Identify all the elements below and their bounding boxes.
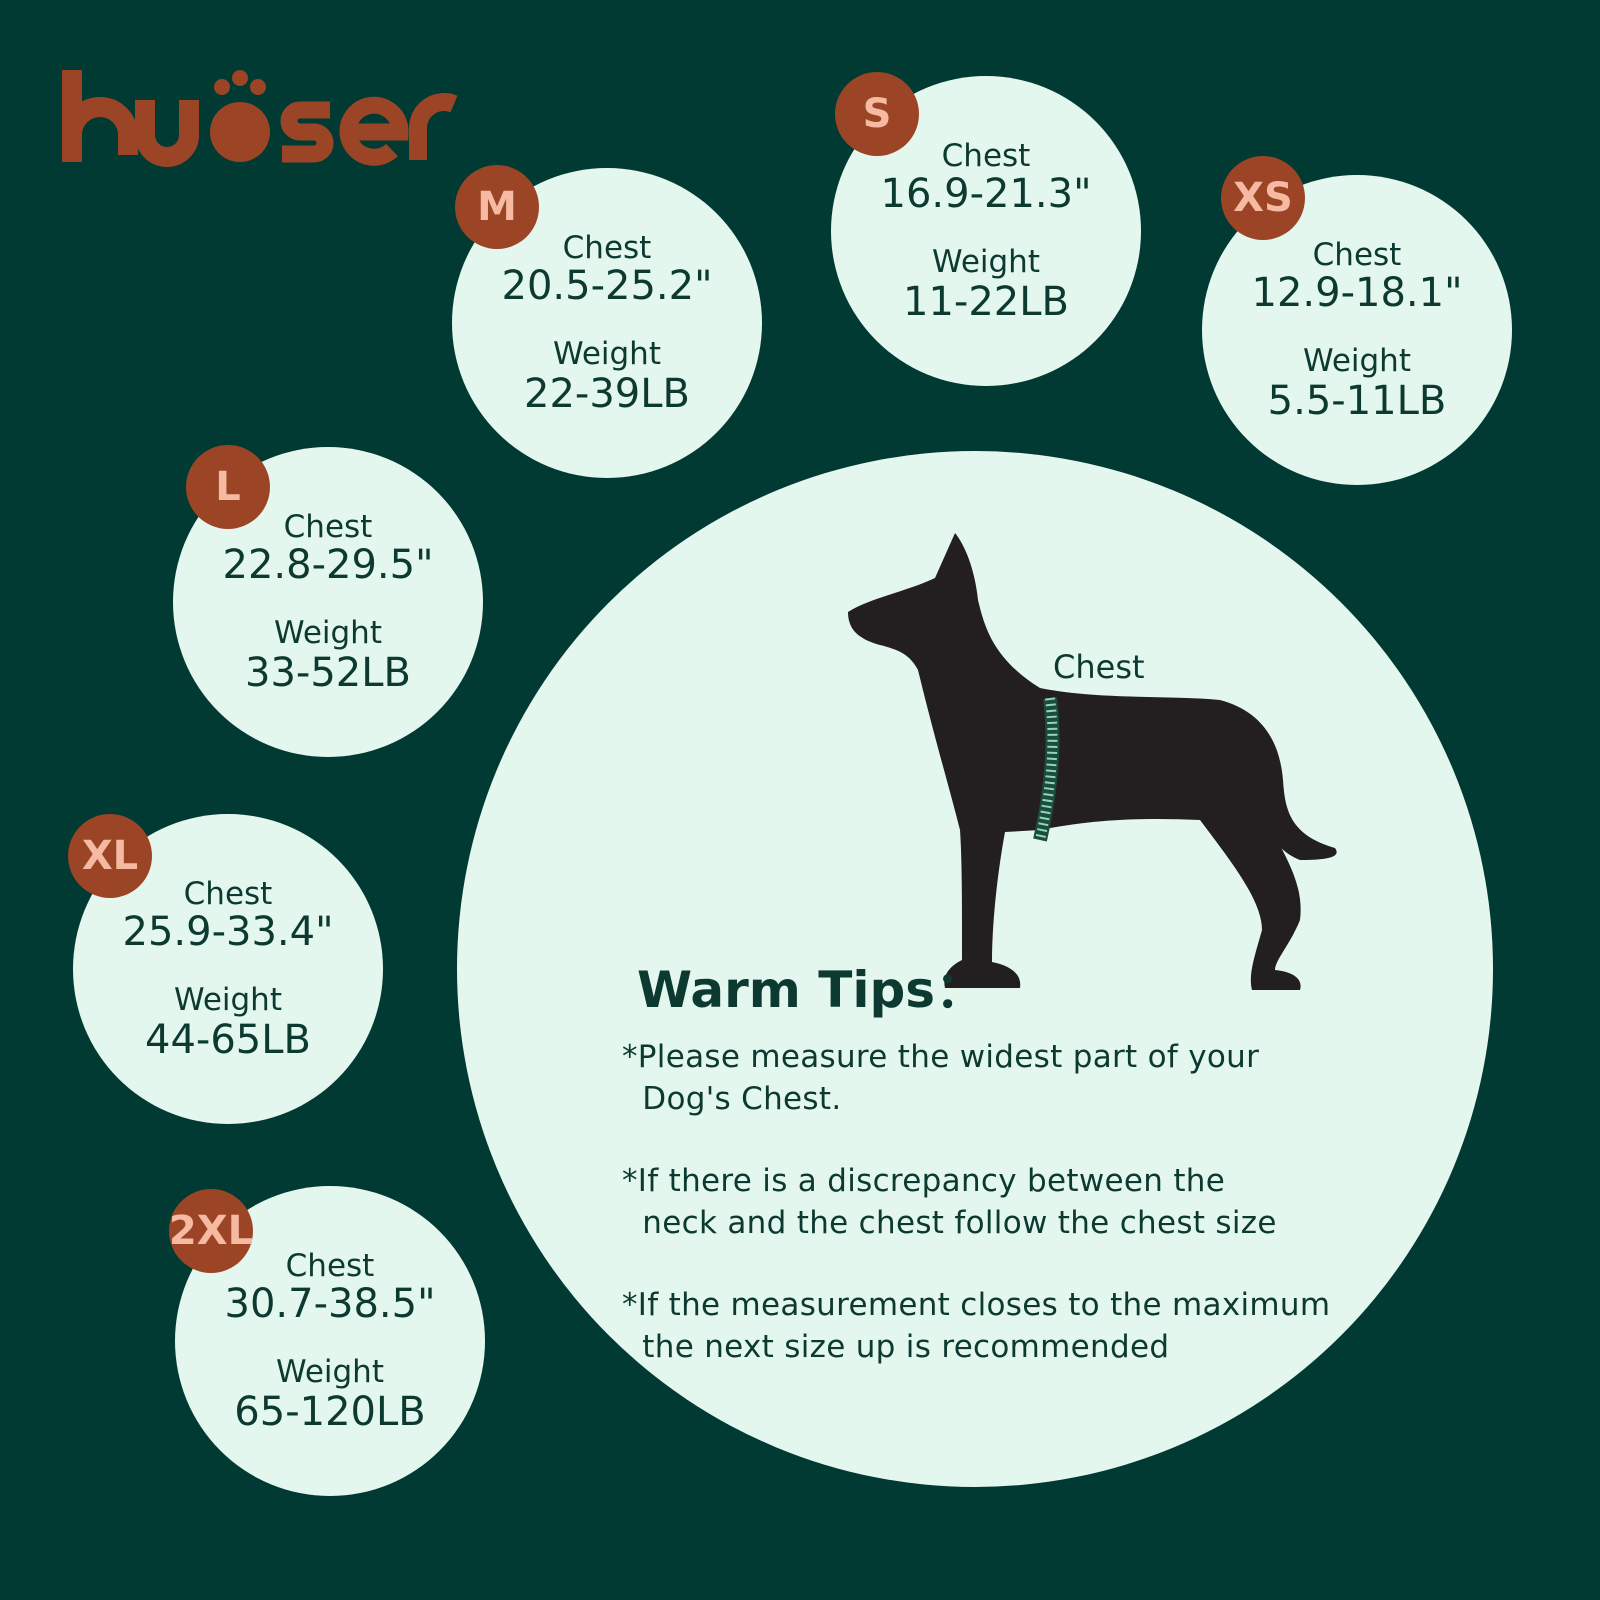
tip-item: *If the measurement closes to the maximu…: [622, 1287, 1331, 1365]
weight-value: 5.5-11LB: [1267, 378, 1447, 424]
weight-value: 11-22LB: [903, 279, 1069, 325]
chest-value: 25.9-33.4": [122, 909, 334, 955]
chest-value: 16.9-21.3": [880, 171, 1092, 217]
weight-label: Weight: [273, 615, 382, 651]
weight-value: 65-120LB: [234, 1389, 426, 1435]
warm-tips-title: Warm Tips：: [637, 961, 986, 1019]
weight-label: Weight: [931, 244, 1040, 280]
kuoser-logo: [62, 70, 458, 167]
size-badge: M: [455, 165, 539, 249]
weight-value: 44-65LB: [145, 1017, 311, 1063]
tip-item: *Please measure the widest part of your …: [622, 1039, 1260, 1117]
size-badge: XL: [68, 814, 152, 898]
chest-label: Chest: [562, 230, 652, 266]
weight-label: Weight: [173, 982, 282, 1018]
chest-measurement-label: Chest: [1053, 648, 1145, 686]
chest-label: Chest: [285, 1248, 375, 1284]
weight-label: Weight: [275, 1354, 384, 1390]
chest-value: 20.5-25.2": [501, 263, 713, 309]
chest-label: Chest: [183, 876, 273, 912]
size-badge: XS: [1221, 156, 1305, 240]
weight-label: Weight: [552, 336, 661, 372]
chest-label: Chest: [941, 138, 1031, 174]
tip-item: *If there is a discrepancy between the n…: [622, 1163, 1277, 1241]
weight-value: 33-52LB: [245, 650, 411, 696]
chest-label: Chest: [1312, 237, 1402, 273]
chest-label: Chest: [283, 509, 373, 545]
size-badge: L: [186, 445, 270, 529]
chest-value: 30.7-38.5": [224, 1281, 436, 1327]
chest-value: 12.9-18.1": [1251, 270, 1463, 316]
weight-label: Weight: [1302, 343, 1411, 379]
weight-value: 22-39LB: [524, 371, 690, 417]
size-badge: 2XL: [169, 1189, 253, 1273]
chest-value: 22.8-29.5": [222, 542, 434, 588]
size-badge: S: [835, 72, 919, 156]
